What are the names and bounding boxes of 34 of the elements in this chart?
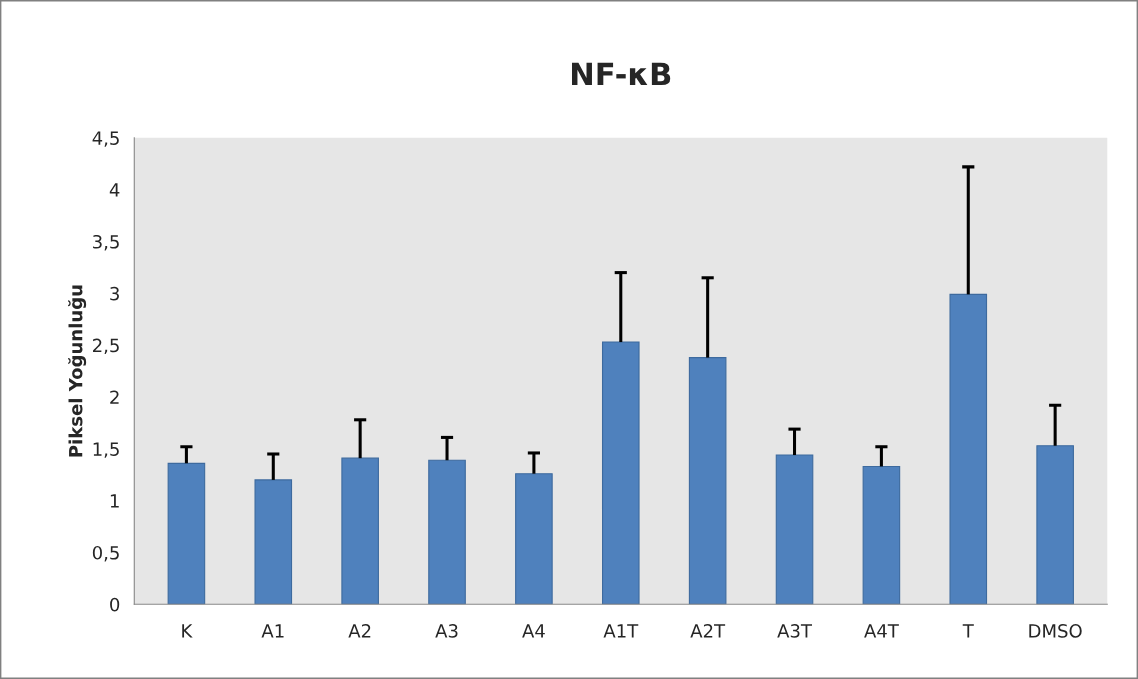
x-tick-label: A4T [864,624,899,638]
bar [167,462,206,605]
y-axis-title: Piksel Yoğunluğu [68,285,87,457]
bar [949,293,988,605]
y-tick-label: 2,5 [93,338,119,355]
y-tick-label: 4 [109,183,120,197]
y-tick-label: 3,5 [93,234,119,251]
x-tick-label: A2 [348,624,371,638]
y-tick-label: 3 [110,286,119,301]
x-tick-label: A3 [435,624,458,638]
bar [862,465,901,605]
y-tick-label: 0,5 [92,545,119,562]
y-tick-label: 1 [110,494,119,508]
bar [601,341,640,605]
x-tick-label: K [182,624,193,638]
x-tick-label: A2T [690,624,726,638]
y-tick-label: 0 [110,597,120,612]
y-tick-label: 4,5 [92,131,119,147]
bar [254,479,293,605]
x-tick-label: A3T [777,624,813,638]
x-tick-label: T [962,624,974,638]
x-tick-label: A4 [522,624,545,638]
x-tick-label: A1T [603,624,639,638]
bar [688,357,727,605]
chart-title: NF-κB [572,62,671,86]
bar [515,473,553,605]
y-tick-label: 2 [110,390,119,404]
bar [1036,445,1074,605]
x-tick-label: A1 [261,624,284,638]
x-tick-label: DMSO [1029,624,1082,638]
bar [775,454,814,605]
y-tick-label: 1,5 [93,442,119,458]
bar [428,459,466,605]
bar [341,457,379,605]
